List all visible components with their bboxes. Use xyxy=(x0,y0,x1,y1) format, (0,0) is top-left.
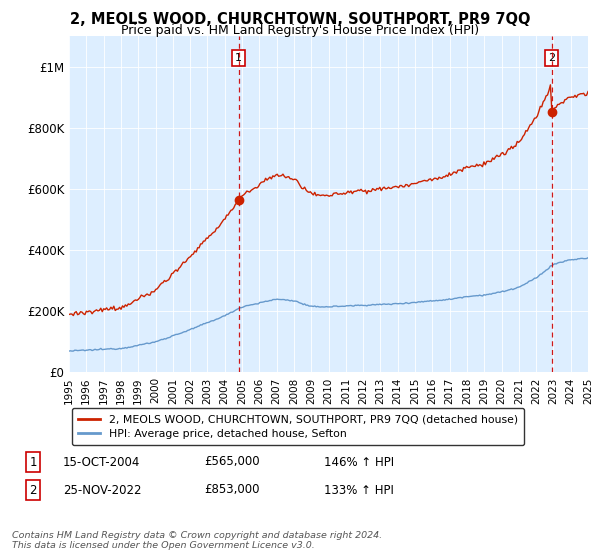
Text: 133% ↑ HPI: 133% ↑ HPI xyxy=(324,483,394,497)
Text: 2, MEOLS WOOD, CHURCHTOWN, SOUTHPORT, PR9 7QQ: 2, MEOLS WOOD, CHURCHTOWN, SOUTHPORT, PR… xyxy=(70,12,530,27)
Text: 2: 2 xyxy=(29,483,37,497)
Text: Price paid vs. HM Land Registry's House Price Index (HPI): Price paid vs. HM Land Registry's House … xyxy=(121,24,479,37)
Text: £565,000: £565,000 xyxy=(204,455,260,469)
Text: Contains HM Land Registry data © Crown copyright and database right 2024.
This d: Contains HM Land Registry data © Crown c… xyxy=(12,531,382,550)
Text: £853,000: £853,000 xyxy=(204,483,260,497)
Text: 25-NOV-2022: 25-NOV-2022 xyxy=(63,483,142,497)
Text: 1: 1 xyxy=(29,455,37,469)
Text: 2: 2 xyxy=(548,53,555,63)
Legend: 2, MEOLS WOOD, CHURCHTOWN, SOUTHPORT, PR9 7QQ (detached house), HPI: Average pri: 2, MEOLS WOOD, CHURCHTOWN, SOUTHPORT, PR… xyxy=(72,408,524,445)
Text: 1: 1 xyxy=(235,53,242,63)
Text: 146% ↑ HPI: 146% ↑ HPI xyxy=(324,455,394,469)
Text: 15-OCT-2004: 15-OCT-2004 xyxy=(63,455,140,469)
